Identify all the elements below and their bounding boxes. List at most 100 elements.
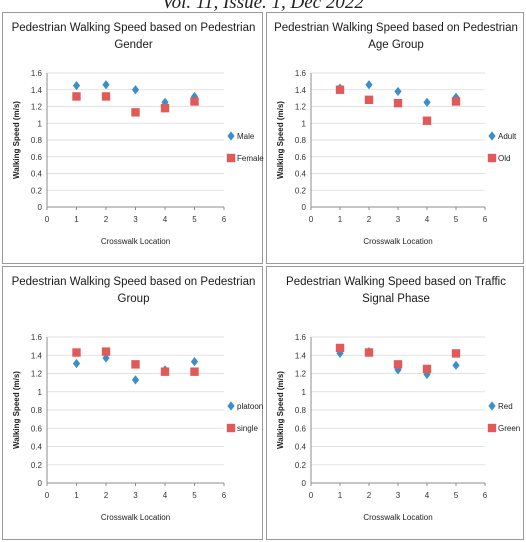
data-point-female: [190, 97, 199, 106]
x-tick-label: 2: [104, 491, 109, 500]
legend-green: Green: [487, 423, 520, 433]
x-tick-label: 6: [222, 491, 227, 500]
y-tick-label: 0.2: [31, 461, 43, 470]
y-tick-label: 1.2: [295, 370, 307, 379]
y-tick-label: 0: [38, 479, 43, 488]
chart-title-line: Pedestrian Walking Speed based on Traffi…: [286, 276, 506, 288]
y-tick-label: 0.2: [31, 186, 43, 195]
series-green: [335, 343, 461, 374]
data-point-single: [101, 347, 111, 356]
x-tick-label: 4: [163, 215, 168, 224]
diamond-legend-icon: [488, 401, 496, 411]
y-tick-label: 0.4: [31, 443, 43, 452]
chart-group: Pedestrian Walking Speed based on Pedest…: [12, 276, 264, 522]
y-tick-label: 1: [302, 388, 307, 397]
legend-label: platoon: [237, 402, 263, 411]
legend-label: Red: [498, 402, 513, 411]
y-tick-label: 0.8: [295, 406, 307, 415]
data-point-green: [422, 364, 432, 374]
data-point-adult: [365, 80, 373, 90]
data-point-male: [131, 85, 140, 95]
x-tick-label: 1: [74, 491, 79, 500]
x-tick-label: 1: [74, 215, 79, 224]
legend-platoon: platoon: [227, 401, 263, 411]
y-tick-label: 0.6: [31, 424, 43, 433]
diamond-legend-icon: [488, 131, 496, 141]
page-header: Vol. 11, Issue. 1, Dec 2022: [162, 0, 364, 13]
y-tick-label: 1.6: [295, 69, 307, 78]
legend-red: Red: [488, 401, 513, 411]
y-tick-label: 1.6: [31, 69, 43, 78]
chart-panel-gender: Pedestrian Walking Speed based on Pedest…: [2, 12, 264, 264]
data-point-female: [160, 103, 170, 113]
data-point-green: [335, 343, 345, 353]
y-tick-label: 1.4: [31, 86, 43, 95]
y-tick-label: 1: [38, 388, 43, 397]
data-point-old: [364, 95, 374, 104]
diamond-legend-icon: [227, 401, 235, 411]
chart-signal-phase: Pedestrian Walking Speed based on Traffi…: [276, 276, 520, 522]
y-tick-label: 0: [302, 203, 307, 212]
data-point-old: [393, 98, 403, 108]
legend-old: Old: [487, 153, 510, 163]
data-point-female: [131, 108, 140, 117]
x-axis-label: Crosswalk Location: [101, 237, 170, 246]
y-tick-label: 0.2: [295, 461, 307, 470]
data-point-green: [364, 348, 374, 357]
y-tick-label: 0: [38, 203, 43, 212]
data-point-adult: [423, 97, 431, 107]
data-point-old: [422, 116, 432, 125]
y-tick-label: 0.4: [295, 170, 307, 179]
x-tick-label: 0: [45, 491, 50, 500]
y-tick-label: 0: [302, 479, 307, 488]
chart-title-line: Pedestrian Walking Speed based on Pedest…: [12, 276, 256, 288]
chart-panel-signal-phase: Pedestrian Walking Speed based on Traffi…: [266, 266, 524, 540]
y-tick-label: 1.4: [295, 351, 307, 360]
x-tick-label: 4: [163, 491, 168, 500]
x-tick-label: 1: [338, 215, 343, 224]
y-tick-label: 0.6: [31, 153, 43, 162]
legend-label: Old: [498, 154, 510, 163]
x-tick-label: 0: [45, 215, 50, 224]
data-point-old: [451, 97, 461, 106]
x-axis-label: Crosswalk Location: [101, 513, 170, 522]
data-point-single: [160, 367, 170, 376]
x-tick-label: 6: [483, 491, 488, 500]
x-tick-label: 2: [367, 491, 372, 500]
x-axis-label: Crosswalk Location: [363, 513, 432, 522]
data-point-green: [393, 360, 403, 369]
chart-title-line: Signal Phase: [362, 293, 430, 305]
y-tick-label: 0.4: [295, 443, 307, 452]
square-legend-icon: [487, 153, 497, 163]
chart-title-line: Age Group: [368, 39, 424, 51]
y-tick-label: 0.6: [295, 424, 307, 433]
data-point-male: [161, 97, 169, 107]
y-tick-label: 0.8: [31, 136, 43, 145]
y-tick-label: 0.2: [295, 186, 307, 195]
series-male: [72, 80, 199, 107]
y-axis-label: Walking Speed (m/s): [276, 101, 285, 179]
y-tick-label: 1.4: [295, 86, 307, 95]
x-tick-label: 5: [192, 215, 197, 224]
legend-male: Male: [227, 131, 255, 141]
y-axis-label: Walking Speed (m/s): [12, 371, 21, 449]
legend-label: Male: [237, 132, 255, 141]
data-point-male: [102, 80, 110, 90]
y-tick-label: 0.4: [31, 170, 43, 179]
x-tick-label: 4: [425, 491, 430, 500]
x-tick-label: 6: [222, 215, 227, 224]
x-tick-label: 5: [454, 491, 459, 500]
data-point-single: [72, 348, 81, 357]
series-single: [72, 347, 199, 376]
data-point-old: [335, 85, 345, 94]
x-tick-label: 0: [309, 215, 314, 224]
series-female: [72, 92, 199, 117]
x-tick-label: 4: [425, 215, 430, 224]
series-platoon: [72, 353, 199, 385]
data-point-adult: [394, 86, 402, 97]
chart-age-group: Pedestrian Walking Speed based on Pedest…: [274, 22, 518, 246]
y-tick-label: 1.2: [31, 370, 43, 379]
chart-gender: Pedestrian Walking Speed based on Pedest…: [12, 22, 264, 246]
chart-title-line: Pedestrian Walking Speed based on Pedest…: [12, 22, 256, 34]
series-old: [335, 85, 461, 125]
